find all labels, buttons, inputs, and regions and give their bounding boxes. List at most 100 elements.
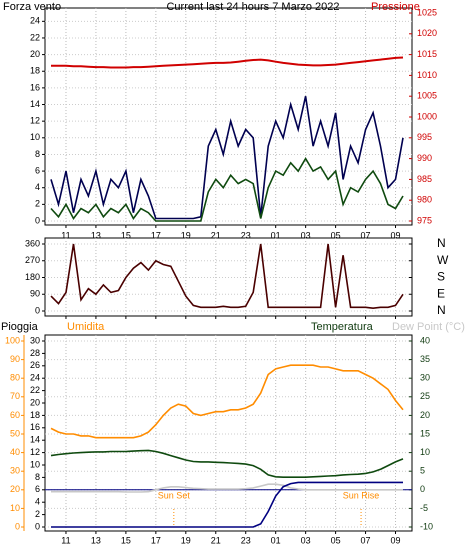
y-tick-label: 70	[10, 391, 20, 401]
y-tick-label: 180	[25, 272, 40, 282]
y3-tick-label: 26	[30, 360, 40, 370]
x-tick-label: 19	[181, 230, 191, 240]
y-tick-label: 40	[10, 447, 20, 457]
y2-tick-label: 1010	[417, 70, 437, 80]
x-tick-label: 05	[331, 230, 341, 240]
y3-tick-label: 0	[35, 521, 40, 531]
x-tick-label: 21	[211, 230, 221, 240]
y3-tick-label: 14	[30, 435, 40, 445]
y3-tick-label: 18	[30, 410, 40, 420]
series-line	[50, 449, 404, 478]
y2-tick-label: 1020	[417, 28, 437, 38]
y2-tick-label: -5	[420, 503, 428, 513]
y2-tick-label: E	[437, 286, 445, 300]
x-tick-label: 05	[331, 535, 341, 545]
y3-tick-label: 4	[35, 497, 40, 507]
x-tick-label: 19	[181, 535, 191, 545]
y2-tick-label: 25	[420, 391, 430, 401]
x-tick-label: 01	[271, 535, 281, 545]
y-tick-label: 4	[35, 182, 40, 192]
y2-tick-label: 1015	[417, 49, 437, 59]
series-line	[50, 364, 404, 439]
y-tick-label: 12	[30, 116, 40, 126]
x-tick-label: 07	[361, 230, 371, 240]
x-tick-label: 15	[121, 230, 131, 240]
y-tick-label: 16	[30, 82, 40, 92]
series-line	[51, 481, 403, 528]
series-line	[50, 157, 404, 222]
series-line	[50, 96, 404, 220]
y-tick-label: 14	[30, 99, 40, 109]
y-tick-label: 2	[35, 199, 40, 209]
y2-tick-label: 10	[420, 447, 430, 457]
y3-tick-label: 30	[30, 335, 40, 345]
y2-tick-label: W	[437, 253, 449, 267]
wind-label: Forza vento	[3, 1, 61, 13]
humidity-label: Umidita	[67, 321, 105, 333]
y2-tick-label: 990	[417, 153, 432, 163]
pressure-label: Pressione	[371, 1, 420, 13]
x-tick-label: 11	[61, 230, 70, 240]
y2-tick-label: 15	[420, 428, 430, 438]
y3-tick-label: 20	[30, 397, 40, 407]
y-tick-label: 90	[30, 289, 40, 299]
x-tick-label: 11	[61, 535, 70, 545]
x-tick-label: 13	[91, 230, 101, 240]
y-tick-label: 30	[10, 466, 20, 476]
y2-tick-label: 0	[420, 484, 425, 494]
y-tick-label: 0	[15, 521, 20, 531]
y-tick-label: 80	[10, 373, 20, 383]
x-tick-label: 15	[121, 535, 131, 545]
y2-tick-label: 1000	[417, 111, 437, 121]
y2-tick-label: -10	[420, 521, 433, 531]
y-tick-label: 20	[30, 49, 40, 59]
y3-tick-label: 28	[30, 348, 40, 358]
y-tick-label: 20	[10, 484, 20, 494]
y3-tick-label: 10	[30, 459, 40, 469]
x-tick-label: 03	[301, 535, 311, 545]
y-tick-label: 18	[30, 66, 40, 76]
y-tick-label: 8	[35, 149, 40, 159]
y-tick-label: 60	[10, 410, 20, 420]
y-tick-label: 10	[10, 503, 20, 513]
y2-tick-label: 5	[420, 466, 425, 476]
y2-tick-label: 1025	[417, 7, 437, 17]
weather-frame	[44, 334, 413, 532]
annotation-label: Sun Set	[158, 490, 191, 500]
x-tick-label: 07	[361, 535, 371, 545]
x-tick-label: 09	[391, 535, 401, 545]
y-tick-label: 100	[5, 335, 20, 345]
y-tick-label: 22	[30, 32, 40, 42]
x-tick-label: 17	[151, 535, 161, 545]
y-tick-label: 270	[25, 255, 40, 265]
x-tick-label: 21	[211, 535, 221, 545]
dewpoint-label: Dew Point (°C)	[392, 321, 465, 333]
x-tick-label: 23	[241, 535, 251, 545]
rain-label: Pioggia	[1, 321, 39, 333]
y-tick-label: 0	[35, 215, 40, 225]
y2-tick-label: 35	[420, 354, 430, 364]
y2-tick-label: 975	[417, 215, 432, 225]
y2-tick-label: 985	[417, 174, 432, 184]
chart-title: Current last 24 hours 7 Marzo 2022	[166, 1, 339, 13]
y-tick-label: 0	[35, 305, 40, 315]
temperature-label: Temperatura	[311, 321, 374, 333]
y2-tick-label: N	[437, 303, 446, 317]
y-tick-label: 10	[30, 132, 40, 142]
y-tick-label: 90	[10, 354, 20, 364]
x-tick-label: 01	[271, 230, 281, 240]
y-tick-label: 24	[30, 16, 40, 26]
y3-tick-label: 8	[35, 472, 40, 482]
series-line	[50, 243, 404, 310]
x-tick-label: 03	[301, 230, 311, 240]
y2-tick-label: 30	[420, 373, 430, 383]
y3-tick-label: 24	[30, 373, 40, 383]
series-line	[51, 483, 403, 493]
x-tick-label: 13	[91, 535, 101, 545]
y-tick-label: 6	[35, 165, 40, 175]
y3-tick-label: 12	[30, 447, 40, 457]
y2-tick-label: 40	[420, 335, 430, 345]
x-tick-label: 17	[151, 230, 161, 240]
y2-tick-label: S	[437, 270, 445, 284]
y2-tick-label: 980	[417, 195, 432, 205]
